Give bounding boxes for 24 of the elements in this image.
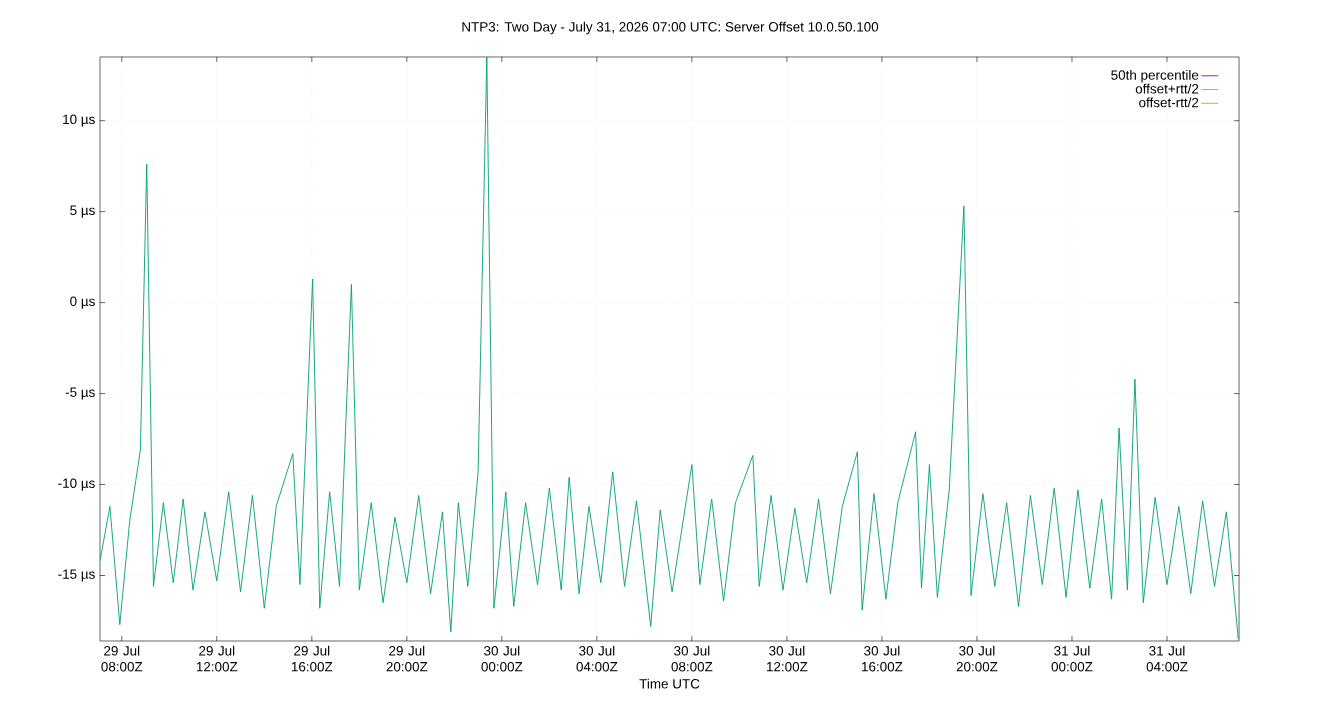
legend-label: 50th percentile [1111, 69, 1199, 83]
x-tick-label: 29 Jul 12:00Z [196, 645, 238, 672]
x-tick-label: 30 Jul 04:00Z [576, 645, 618, 672]
y-tick-label: 0 µs [70, 296, 95, 309]
x-tick-label: 30 Jul 16:00Z [862, 645, 903, 672]
y-tick-label: 10 µs [63, 114, 95, 127]
x-tick-label: 29 Jul 16:00Z [291, 645, 333, 672]
legend-label: offset+rtt/2 [1135, 83, 1199, 94]
y-tick-label: -10 µs [58, 478, 95, 491]
x-tick-label: 29 Jul 08:00Z [101, 645, 143, 672]
x-tick-label: 31 Jul 04:00Z [1146, 645, 1188, 672]
x-tick-label: 30 Jul 00:00Z [481, 645, 523, 672]
y-tick-label: -5 µs [65, 387, 95, 400]
x-axis-title: Time UTC [639, 678, 700, 689]
legend-label: offset-rtt/2 [1139, 97, 1199, 108]
chart-title: NTP3: Two Day - July 31, 2026 07:00 UTC: Server Offset 10.0.50.100 [462, 21, 879, 35]
x-tick-label: 31 Jul 00:00Z [1051, 645, 1093, 672]
line-series [100, 56, 1239, 640]
x-tick-label: 29 Jul 20:00Z [386, 645, 428, 672]
x-tick-label: 30 Jul 12:00Z [767, 645, 808, 672]
x-tick-label: 30 Jul 20:00Z [956, 645, 998, 672]
x-tick-label: 30 Jul 08:00Z [671, 645, 713, 672]
y-tick-label: -15 µs [58, 569, 95, 582]
y-tick-label: 5 µs [70, 205, 95, 218]
